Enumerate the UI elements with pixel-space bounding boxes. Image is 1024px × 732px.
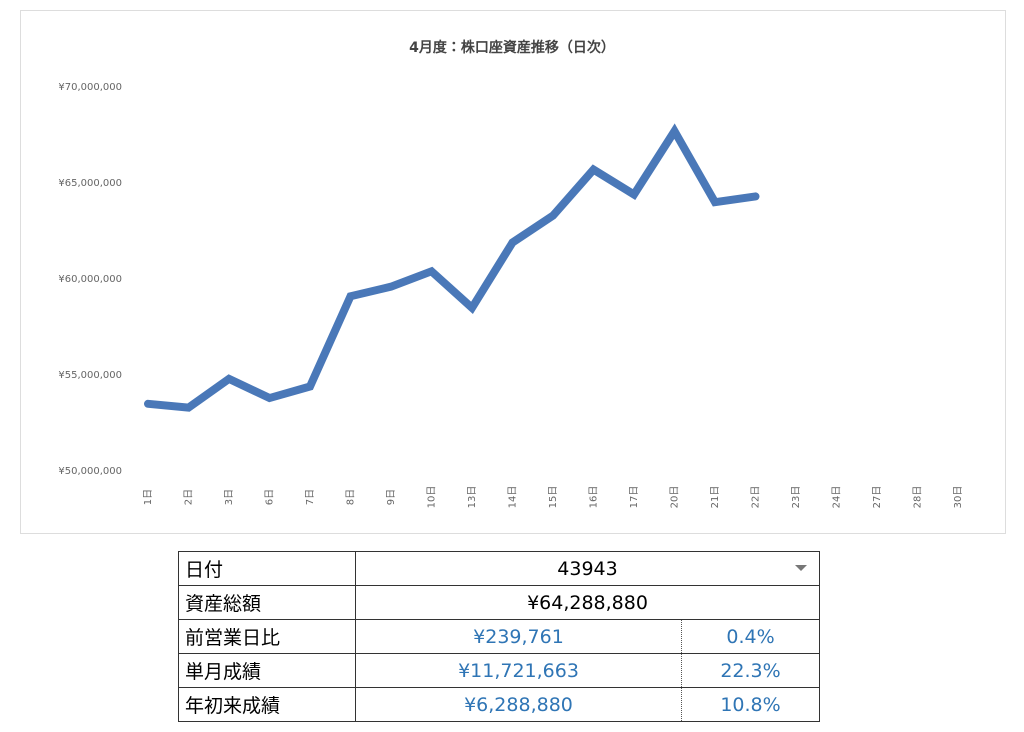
x-tick-label: 27日 bbox=[872, 486, 883, 509]
row-label: 日付 bbox=[178, 551, 356, 586]
x-tick-label: 6日 bbox=[265, 489, 276, 505]
chart-frame bbox=[20, 10, 1006, 534]
x-tick-label: 23日 bbox=[791, 486, 802, 509]
x-tick-label: 24日 bbox=[832, 486, 843, 509]
x-tick-label: 22日 bbox=[751, 486, 762, 509]
x-tick-label: 20日 bbox=[670, 486, 681, 509]
y-tick-label: ¥55,000,000 bbox=[58, 370, 122, 381]
row-label: 単月成績 bbox=[178, 653, 356, 688]
x-tick-label: 13日 bbox=[467, 486, 478, 509]
summary-table: 日付 43943 資産総額 ¥64,288,880 前営業日比 ¥239,761 0.4% 単… bbox=[178, 551, 820, 722]
x-tick-label: 2日 bbox=[184, 489, 195, 505]
x-tick-label: 14日 bbox=[508, 486, 519, 509]
row-label: 資産総額 bbox=[178, 585, 356, 620]
x-tick-label: 17日 bbox=[629, 486, 640, 509]
y-tick-label: ¥50,000,000 bbox=[58, 466, 122, 477]
table-row: 日付 43943 bbox=[178, 551, 820, 586]
table-row: 年初来成績 ¥6,288,880 10.8% bbox=[178, 687, 820, 722]
x-tick-label: 7日 bbox=[305, 489, 316, 505]
y-tick-label: ¥65,000,000 bbox=[58, 178, 122, 189]
x-tick-label: 9日 bbox=[386, 489, 397, 505]
x-tick-label: 3日 bbox=[224, 489, 235, 505]
cell-value: ¥239,761 bbox=[355, 619, 682, 654]
cell-value: 43943 bbox=[355, 551, 820, 586]
cell-value: ¥11,721,663 bbox=[355, 653, 682, 688]
x-tick-label: 10日 bbox=[427, 486, 438, 509]
table-row: 単月成績 ¥11,721,663 22.3% bbox=[178, 653, 820, 688]
cell-value: ¥64,288,880 bbox=[355, 585, 820, 620]
cell-value: 0.4% bbox=[681, 619, 820, 654]
x-tick-label: 30日 bbox=[953, 486, 964, 509]
chart: 4月度：株口座資産推移（日次） ¥50,000,000 ¥55,000,000 ¥6… bbox=[20, 10, 1006, 534]
x-tick-label: 1日 bbox=[143, 489, 154, 505]
x-tick-label: 28日 bbox=[913, 486, 924, 509]
dropdown-arrow[interactable] bbox=[795, 565, 807, 571]
x-tick-label: 15日 bbox=[548, 486, 559, 509]
table-row: 資産総額 ¥64,288,880 bbox=[178, 585, 820, 620]
chart-title: 4月度：株口座資産推移（日次） bbox=[409, 39, 615, 56]
cell-value: 22.3% bbox=[681, 653, 820, 688]
row-label: 前営業日比 bbox=[178, 619, 356, 654]
cell-value: 10.8% bbox=[681, 687, 820, 722]
data-line bbox=[144, 123, 760, 412]
x-tick-label: 8日 bbox=[346, 489, 357, 505]
cell-value: ¥6,288,880 bbox=[355, 687, 682, 722]
table-row: 前営業日比 ¥239,761 0.4% bbox=[178, 619, 820, 654]
row-label: 年初来成績 bbox=[178, 687, 356, 722]
y-tick-label: ¥70,000,000 bbox=[58, 82, 122, 93]
x-tick-label: 16日 bbox=[589, 486, 600, 509]
x-tick-label: 21日 bbox=[710, 486, 721, 509]
y-tick-label: ¥60,000,000 bbox=[58, 274, 122, 285]
